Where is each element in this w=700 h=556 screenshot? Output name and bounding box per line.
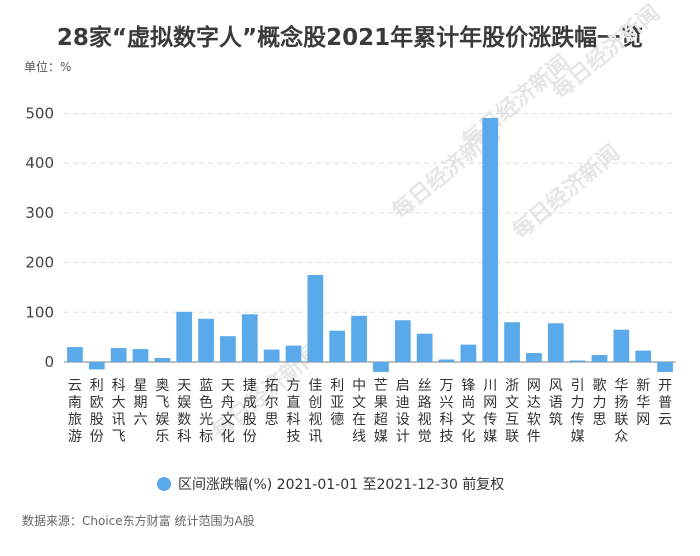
bar — [285, 345, 302, 362]
x-category-label: 歌力思 — [593, 378, 607, 428]
bar — [635, 350, 652, 362]
x-category-label: 奥飞娱乐 — [155, 377, 169, 445]
watermark-text: 每日经济新闻 — [547, 0, 665, 105]
x-category-label: 天娱数科 — [177, 378, 191, 445]
y-tick-label: 200 — [25, 254, 54, 272]
legend-marker — [157, 477, 171, 491]
x-category-label: 方直科技 — [287, 378, 301, 445]
x-category-label: 佳创视讯 — [308, 378, 322, 445]
x-category-label: 科大讯飞 — [112, 378, 126, 445]
x-category-label: 天舟文化 — [221, 378, 235, 445]
y-tick-label: 500 — [25, 105, 54, 123]
bar — [329, 330, 346, 362]
bar — [220, 336, 236, 362]
unit-label: 单位：% — [24, 60, 72, 74]
bar — [591, 355, 608, 362]
x-category-label: 蓝色光标 — [199, 378, 213, 445]
watermark-text: 每日经济新闻 — [457, 50, 575, 155]
bar — [176, 311, 193, 362]
bar — [307, 275, 324, 362]
bar — [373, 362, 389, 372]
x-category-label: 开普云 — [658, 378, 672, 428]
x-category-label: 利亚德 — [330, 378, 344, 428]
bar — [198, 318, 214, 362]
bar — [132, 349, 149, 362]
x-category-label: 川网传媒 — [483, 378, 497, 445]
bar — [504, 322, 520, 362]
bar — [657, 362, 673, 372]
x-category-label: 引力传媒 — [571, 378, 585, 445]
bar — [67, 347, 83, 362]
y-tick-label: 0 — [44, 353, 54, 371]
x-category-label: 风语筑 — [549, 378, 563, 428]
bar — [569, 360, 586, 362]
bar — [460, 344, 477, 362]
bar — [263, 349, 280, 362]
x-category-label: 浙文互联 — [505, 378, 519, 445]
y-tick-label: 100 — [25, 303, 54, 321]
bar — [241, 314, 258, 362]
bar — [547, 323, 564, 362]
x-category-label: 中文在线 — [352, 378, 366, 445]
bar — [416, 333, 433, 362]
x-category-label: 星期六 — [134, 378, 148, 428]
bar — [438, 359, 455, 362]
x-category-label: 万兴科技 — [440, 378, 454, 445]
bar — [154, 358, 171, 362]
y-tick-label: 300 — [25, 204, 54, 222]
source-note: 数据来源：Choice东方财富 统计范围为A股 — [22, 514, 255, 528]
x-category-label: 网达软件 — [527, 378, 541, 445]
chart-title: 28家“虚拟数字人”概念股2021年累计年股价涨跌幅一览 — [56, 25, 644, 51]
bar — [394, 320, 411, 362]
bar — [482, 117, 499, 363]
x-category-label: 利欧股份 — [90, 378, 104, 445]
bar — [613, 329, 630, 362]
x-category-label: 芒果超媒 — [374, 378, 388, 445]
x-category-label: 丝路视觉 — [418, 378, 432, 445]
x-category-label: 云南旅游 — [68, 378, 82, 445]
bar — [110, 348, 127, 362]
x-category-label: 锋尚文化 — [461, 378, 475, 445]
bar — [351, 315, 367, 362]
x-category-label: 拓尔思 — [265, 378, 279, 428]
bar — [526, 353, 542, 362]
x-category-label: 新华网 — [636, 378, 650, 428]
y-tick-label: 400 — [25, 154, 54, 172]
bar — [88, 362, 105, 370]
watermark-text: 每日经济新闻 — [507, 140, 625, 245]
x-category-label: 捷成股份 — [243, 378, 257, 445]
x-category-label: 启迪设计 — [396, 378, 410, 445]
legend-label: 区间涨跌幅(%) 2021-01-01 至2021-12-30 前复权 — [178, 476, 504, 493]
x-category-label: 华扬联众 — [614, 378, 628, 445]
